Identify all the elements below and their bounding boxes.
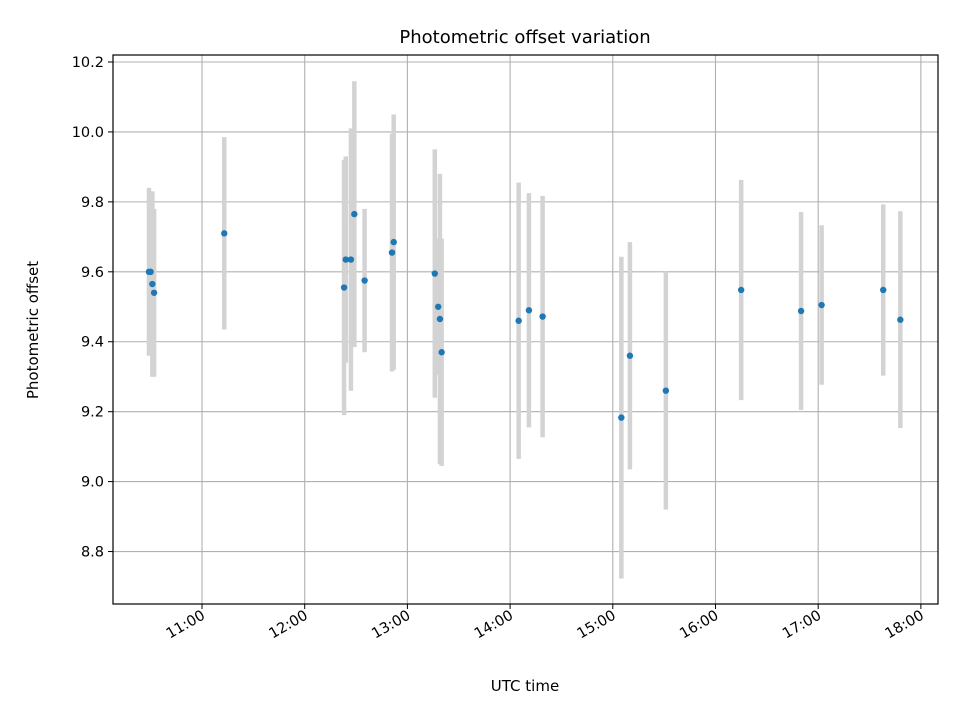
y-tick-label: 8.8	[81, 545, 104, 561]
x-tick-label: 11:00	[164, 608, 208, 643]
x-tick-label: 14:00	[472, 608, 516, 643]
y-tick-label: 9.0	[81, 475, 104, 491]
chart-title: Photometric offset variation	[399, 27, 650, 48]
data-point	[797, 307, 805, 315]
plot-area-frame	[112, 54, 939, 605]
x-tick-label: 15:00	[575, 608, 619, 643]
data-point	[626, 352, 634, 359]
error-bars	[146, 81, 903, 579]
x-tick-label: 18:00	[883, 608, 927, 643]
y-tick-label: 9.2	[81, 405, 104, 421]
data-point	[347, 256, 355, 263]
data-point	[618, 414, 625, 421]
data-point	[390, 238, 397, 246]
data-point	[340, 284, 348, 291]
y-tick-label: 10.2	[72, 55, 104, 71]
y-tick-label: 9.4	[81, 335, 104, 351]
data-point	[737, 286, 745, 294]
x-axis-ticks: 11:00 12:00 13:00 14:00 15:00 16:00 17:00 18:00	[164, 604, 927, 642]
data-point	[435, 303, 442, 310]
y-tick-label: 10.0	[72, 125, 104, 141]
x-tick-label: 16:00	[677, 608, 721, 643]
data-point	[880, 286, 887, 294]
y-axis-ticks: 8.8 9.0 9.2 9.4 9.6 9.8 10.0 10.2	[72, 55, 113, 561]
data-point	[525, 307, 533, 314]
data-point	[438, 349, 445, 356]
data-point	[149, 280, 156, 288]
data-point	[150, 289, 158, 296]
data-point	[662, 387, 670, 394]
x-tick-label: 12:00	[267, 608, 311, 643]
data-point	[897, 316, 904, 323]
data-point	[818, 301, 825, 309]
data-point	[221, 230, 228, 237]
data-point	[361, 277, 368, 284]
data-point	[147, 268, 154, 276]
y-tick-label: 9.6	[81, 265, 104, 281]
grid	[113, 55, 938, 604]
x-tick-label: 13:00	[369, 608, 413, 643]
data-point	[351, 210, 358, 218]
x-axis-title: UTC time	[491, 677, 559, 695]
y-tick-label: 9.8	[81, 195, 104, 211]
x-tick-label: 17:00	[780, 608, 824, 643]
data-point	[436, 315, 444, 323]
data-point	[388, 249, 396, 256]
data-point	[342, 256, 349, 263]
y-axis-title: Photometric offset	[24, 261, 42, 399]
data-point	[539, 313, 546, 320]
data-point	[515, 317, 522, 324]
data-point	[431, 270, 438, 277]
data-points	[145, 210, 904, 421]
